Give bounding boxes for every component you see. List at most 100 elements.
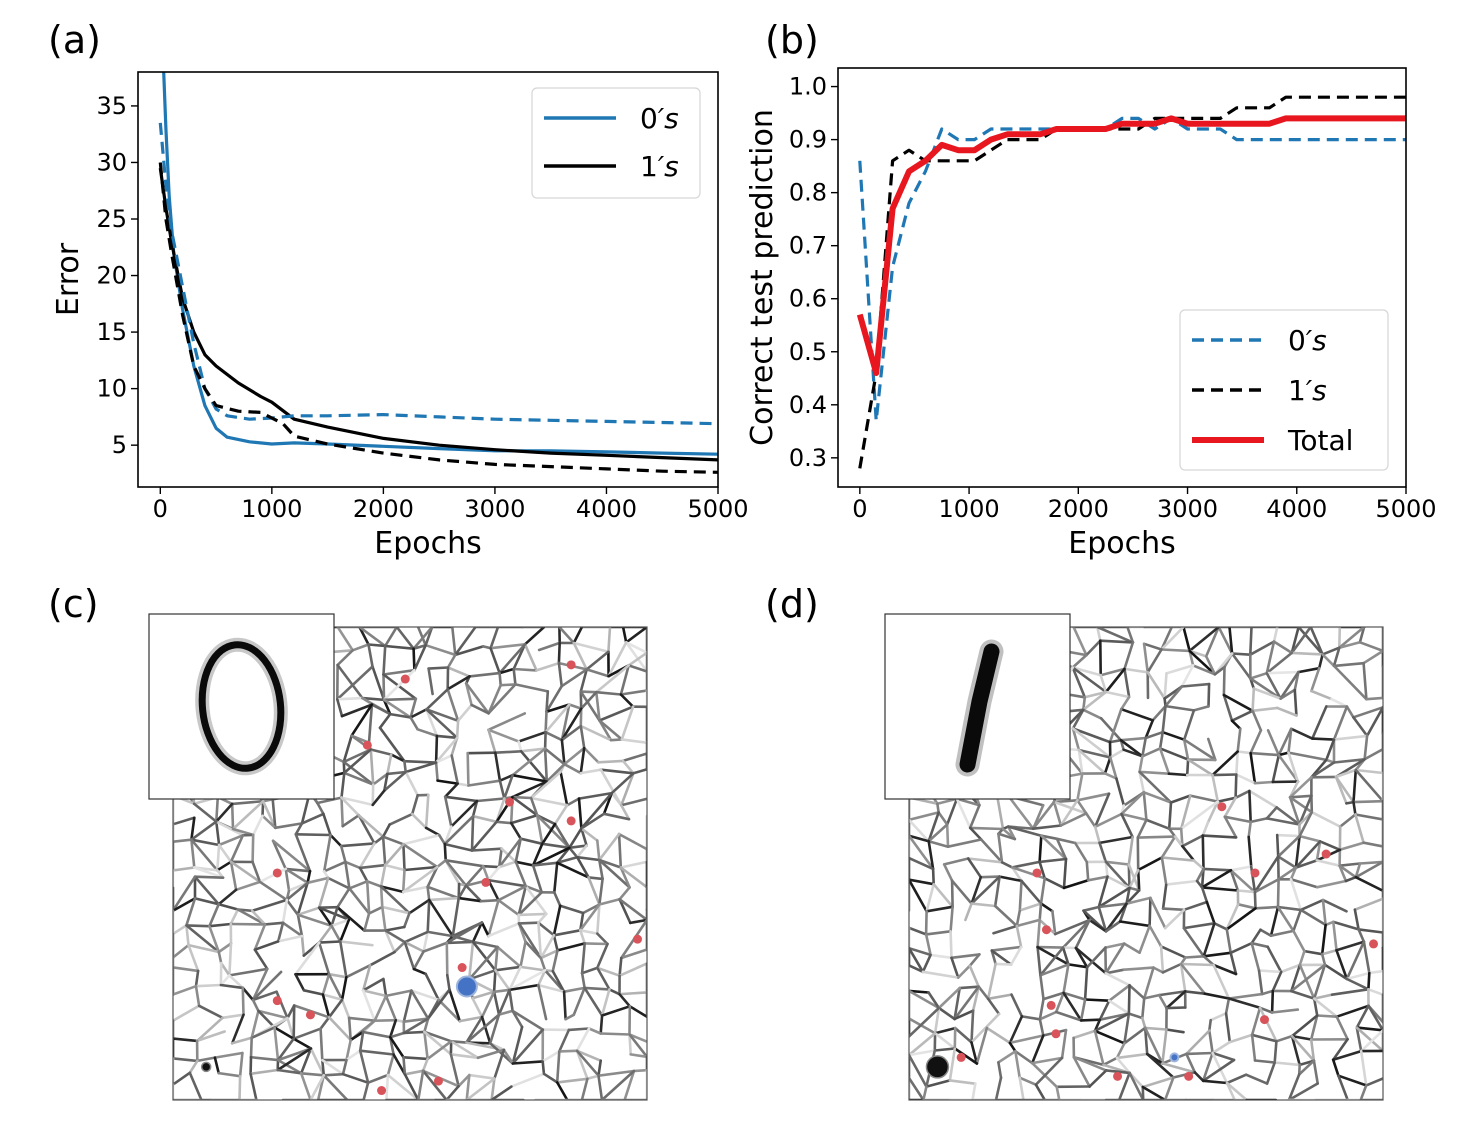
network-edge [1159, 945, 1187, 959]
network-edge [250, 909, 267, 926]
network-edge [465, 1073, 471, 1100]
x-tick-label: 0 [153, 495, 168, 523]
x-tick-label: 1000 [939, 495, 1000, 523]
network-edge [1184, 954, 1205, 959]
network-edge [994, 962, 1013, 966]
network-edge [927, 839, 950, 849]
network-edge [1320, 948, 1338, 956]
network-edge [1031, 824, 1063, 831]
network-edge [618, 897, 632, 925]
network-edge [955, 797, 981, 807]
network-edge [1312, 993, 1334, 1000]
legend-label-0: 0′s [640, 102, 679, 135]
network-edge [1054, 991, 1065, 1014]
network-edge [436, 779, 460, 785]
network-edge [275, 990, 289, 1020]
network-edge [1229, 951, 1238, 976]
network-edge [1201, 821, 1210, 837]
network-edge [316, 801, 325, 816]
network-edge [568, 844, 588, 850]
network-edge [173, 943, 190, 959]
network-edge [217, 902, 240, 911]
network-edge [600, 1069, 636, 1100]
network-edge [381, 823, 391, 839]
network-edge [1143, 1026, 1168, 1031]
network-edge [1354, 862, 1362, 879]
y-tick-label: 0.8 [789, 179, 827, 207]
network-edge [358, 863, 387, 870]
network-edge [579, 690, 598, 710]
network-edge [979, 875, 1001, 879]
network-edge [1332, 664, 1368, 701]
network-edge [208, 902, 220, 928]
network-edge [219, 983, 245, 990]
network-edge [497, 837, 523, 869]
network-edge [412, 950, 425, 971]
network-edge [302, 988, 325, 996]
network-edge [909, 926, 928, 936]
network-edge [512, 642, 527, 671]
network-edge [1354, 768, 1383, 775]
network-edge [565, 797, 581, 807]
network-edge [382, 698, 392, 716]
network-edge [1354, 813, 1365, 845]
network-edge [986, 993, 1013, 1001]
network-edge [597, 858, 623, 869]
y-tick-label: 1.0 [789, 73, 827, 101]
network-edge [1289, 877, 1303, 912]
network-edge [1071, 666, 1087, 699]
network-edge [966, 857, 1004, 864]
network-edge [1062, 991, 1083, 1022]
network-edge [493, 1048, 506, 1080]
network-edge [384, 929, 396, 954]
network-edge [1141, 747, 1162, 758]
network-edge [1071, 727, 1081, 752]
network-edge [1288, 795, 1314, 814]
network-edge [217, 942, 233, 954]
network-edge [363, 912, 371, 932]
network-edge [1182, 709, 1196, 742]
network-edge [471, 940, 499, 949]
network-edge [1249, 671, 1269, 680]
network-edge [317, 940, 342, 944]
network-edge [1185, 1051, 1214, 1056]
black-node [925, 1055, 950, 1079]
red-node [481, 877, 491, 887]
network-edge [564, 1013, 576, 1021]
network-edge [1337, 1074, 1368, 1087]
network-edge [371, 789, 386, 807]
network-edge [1290, 963, 1327, 993]
network-edge [1294, 859, 1319, 869]
network-edge [620, 705, 635, 741]
network-edge [1146, 670, 1166, 700]
network-edge [1082, 695, 1087, 712]
network-edge [1115, 777, 1126, 807]
network-edge [193, 875, 225, 880]
network-edge [1320, 923, 1327, 956]
network-edge [371, 665, 386, 702]
network-edge [378, 726, 406, 763]
network-edge [196, 1056, 217, 1063]
network-edge [1182, 738, 1217, 762]
red-node [1184, 1071, 1194, 1081]
network-edge [1362, 940, 1371, 975]
network-edge [970, 875, 1001, 905]
network-edge [402, 989, 413, 1024]
network-edge [936, 797, 959, 806]
network-edge [444, 858, 485, 868]
network-edge [339, 844, 347, 864]
network-edge [909, 1076, 925, 1100]
network-edge [1311, 705, 1328, 740]
network-edge [1318, 840, 1342, 852]
network-edge [617, 832, 623, 869]
network-edge [253, 940, 280, 952]
network-edge [578, 911, 585, 932]
network-edge [970, 1012, 1001, 1044]
network-edge [327, 972, 348, 979]
network-edge [497, 988, 511, 1016]
network-edge [402, 1017, 430, 1024]
network-edge [517, 921, 540, 925]
x-axis-label: Epochs [374, 526, 482, 561]
red-node [1369, 939, 1379, 949]
red-node [1260, 1015, 1269, 1025]
